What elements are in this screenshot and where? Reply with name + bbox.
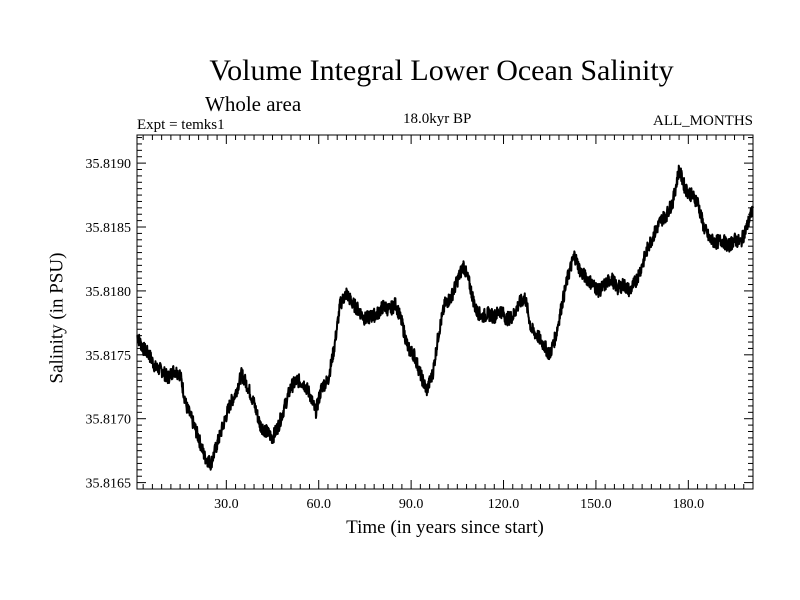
period-annotation: 18.0kyr BP <box>403 111 472 127</box>
plot-frame <box>136 134 754 490</box>
experiment-annotation: Expt = temks1 <box>137 117 225 133</box>
salinity-series-line <box>136 164 754 471</box>
x-tick-label: 150.0 <box>580 497 612 512</box>
y-tick-label: 35.8170 <box>86 413 132 428</box>
y-tick-label: 35.8175 <box>86 349 132 364</box>
y-tick-label: 35.8185 <box>86 221 132 236</box>
tick-label-group: 30.0 60.0 90.0 120.0 150.0 180.0 35.8165 35.817… <box>86 157 705 512</box>
y-tick-label: 35.8180 <box>86 285 132 300</box>
minor-tick-group <box>137 135 754 490</box>
x-tick-label: 30.0 <box>214 497 239 512</box>
major-tick-group <box>137 135 753 489</box>
x-tick-label: 60.0 <box>306 497 331 512</box>
x-tick-label: 180.0 <box>673 497 705 512</box>
chart-subtitle: Whole area <box>205 92 302 116</box>
chart-title: Volume Integral Lower Ocean Salinity <box>209 54 674 87</box>
x-tick-label: 120.0 <box>488 497 520 512</box>
y-tick-label: 35.8190 <box>86 157 132 172</box>
y-tick-label: 35.8165 <box>86 477 132 492</box>
months-annotation: ALL_MONTHS <box>653 113 753 129</box>
x-tick-label: 90.0 <box>399 497 424 512</box>
x-axis-label: Time (in years since start) <box>346 517 544 538</box>
